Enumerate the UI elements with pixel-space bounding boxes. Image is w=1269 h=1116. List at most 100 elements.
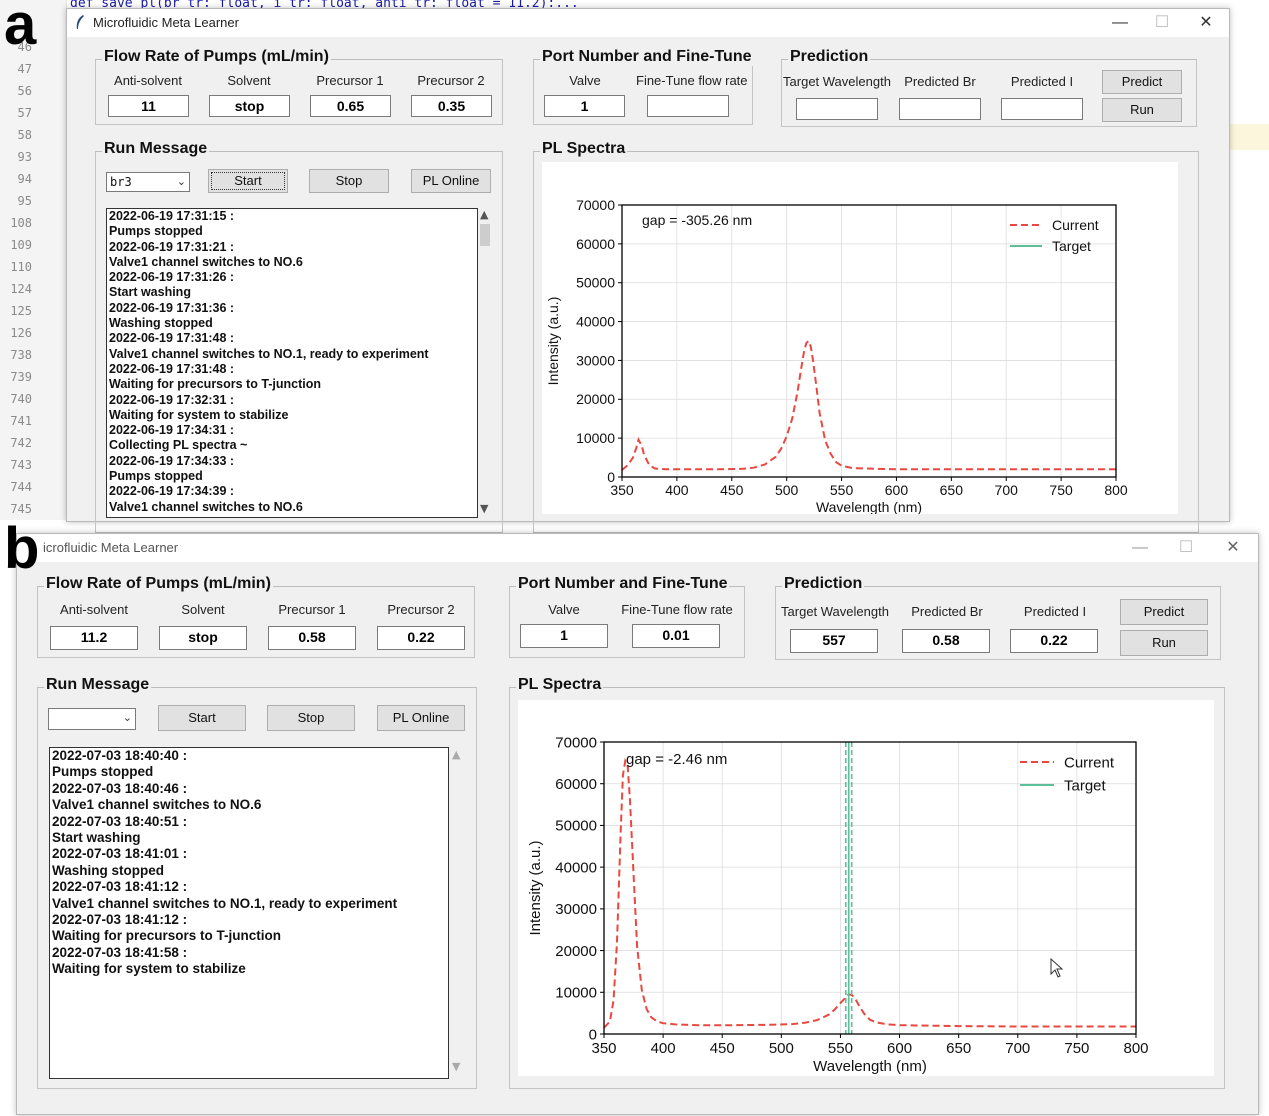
log-line: Washing stopped xyxy=(109,316,213,331)
predicted-br-field[interactable] xyxy=(899,98,981,120)
y-tick-label: 0 xyxy=(589,1026,597,1043)
log-line: 2022-06-19 17:34:39 : xyxy=(109,484,235,499)
plot-frame xyxy=(603,741,1137,1035)
maximize-button[interactable]: ☐ xyxy=(1154,14,1170,31)
close-button[interactable]: ✕ xyxy=(1199,14,1213,31)
scroll-down-icon[interactable]: ▼ xyxy=(480,502,489,515)
valve-field[interactable]: 1 xyxy=(544,95,625,117)
label-solvent: Solvent xyxy=(181,602,225,617)
fine-tune-field[interactable]: 0.01 xyxy=(632,624,720,648)
label-target-wavelength: Target Wavelength xyxy=(783,74,891,89)
solvent-field[interactable]: stop xyxy=(159,626,247,650)
y-tick-label: 70000 xyxy=(576,197,615,213)
log-line: Pumps stopped xyxy=(52,764,154,780)
ide-line-number: 108 xyxy=(10,216,32,230)
solvent-field[interactable]: stop xyxy=(209,95,290,117)
minimize-button[interactable]: — xyxy=(1132,539,1148,556)
log-line: 2022-06-19 17:32:31 : xyxy=(109,392,235,407)
series-current xyxy=(621,339,1116,471)
legend-label-current: Current xyxy=(1052,217,1099,233)
precursor-1-field[interactable]: 0.58 xyxy=(268,626,356,650)
minimize-button[interactable]: — xyxy=(1112,14,1128,31)
predicted-i-field[interactable] xyxy=(1001,98,1083,120)
run-log[interactable]: 2022-07-03 18:40:40 : Pumps stopped 2022-0… xyxy=(49,747,449,1079)
x-tick-label: 600 xyxy=(887,1040,912,1057)
gap-annotation: gap = -305.26 nm xyxy=(642,212,752,228)
flow-rate-group: Flow Rate of Pumps (mL/min) Anti-solvent… xyxy=(95,48,503,125)
feather-icon xyxy=(76,15,84,29)
y-axis-label: Intensity (a.u.) xyxy=(545,297,561,386)
start-button[interactable]: Start xyxy=(158,705,246,731)
y-tick-label: 30000 xyxy=(576,352,615,368)
series-current xyxy=(603,757,1136,1029)
scroll-down-icon[interactable]: ▼ xyxy=(452,1060,461,1073)
target-wavelength-field[interactable] xyxy=(796,98,878,120)
x-axis-label: Wavelength (nm) xyxy=(816,499,922,514)
anti-solvent-field[interactable]: 11.2 xyxy=(50,626,138,650)
x-tick-label: 550 xyxy=(830,482,854,498)
label-anti-solvent: Anti-solvent xyxy=(60,602,128,617)
legend-label-target: Target xyxy=(1064,777,1107,794)
y-tick-label: 50000 xyxy=(576,275,615,291)
fine-tune-field[interactable] xyxy=(647,95,729,117)
precursor-1-field[interactable]: 0.65 xyxy=(310,95,391,117)
window-title: Microfluidic Meta Learner xyxy=(93,15,239,30)
run-button[interactable]: Run xyxy=(1102,98,1182,122)
target-wavelength-field[interactable]: 557 xyxy=(790,629,878,653)
start-button[interactable]: Start xyxy=(208,169,288,193)
port-number-title: Port Number and Fine-Tune xyxy=(540,48,754,66)
pl-online-button[interactable]: PL Online xyxy=(377,705,465,731)
precursor-2-field[interactable]: 0.35 xyxy=(411,95,492,117)
predicted-i-field[interactable]: 0.22 xyxy=(1010,629,1098,653)
x-tick-label: 650 xyxy=(946,1040,971,1057)
log-line: 2022-06-19 17:34:31 : xyxy=(109,423,235,438)
legend-label-target: Target xyxy=(1052,238,1091,254)
valve-field[interactable]: 1 xyxy=(520,624,608,648)
predict-button[interactable]: Predict xyxy=(1102,70,1182,94)
y-tick-label: 60000 xyxy=(576,236,615,252)
flow-rate-title: Flow Rate of Pumps (mL/min) xyxy=(102,48,331,66)
label-valve: Valve xyxy=(548,602,580,617)
label-target-wavelength: Target Wavelength xyxy=(781,604,889,619)
prediction-title: Prediction xyxy=(782,575,865,593)
pl-spectra-chart: 350 400 450 500 550 600 650 700 750 800 0 10000 2000… xyxy=(545,197,1128,515)
stop-button[interactable]: Stop xyxy=(309,169,389,193)
log-line: 2022-07-03 18:41:01 : xyxy=(52,846,188,862)
ide-line-number: 47 xyxy=(17,62,32,76)
sample-select[interactable]: ⌄ xyxy=(48,708,136,730)
log-line: Pumps stopped xyxy=(109,469,203,484)
pl-spectra-chart: 350 400 450 500 550 600 650 700 750 800 0 10000 2000… xyxy=(527,734,1149,1075)
log-line: 2022-07-03 18:40:51 : xyxy=(52,813,188,829)
y-tick-label: 10000 xyxy=(555,985,597,1002)
scroll-up-icon[interactable]: ▲ xyxy=(452,748,461,761)
ide-line-number: 743 xyxy=(10,458,32,472)
predict-button[interactable]: Predict xyxy=(1120,599,1208,625)
log-line: 2022-07-03 18:40:40 : xyxy=(52,748,188,763)
precursor-2-field[interactable]: 0.22 xyxy=(377,626,465,650)
run-log[interactable]: 2022-06-19 17:31:15 : Pumps stopped 2022-0… xyxy=(106,208,478,518)
close-button[interactable]: ✕ xyxy=(1226,539,1240,556)
pl-online-button[interactable]: PL Online xyxy=(411,169,491,193)
ide-line-number: 744 xyxy=(10,480,32,494)
ide-line-number: 125 xyxy=(10,304,32,318)
predicted-br-field[interactable]: 0.58 xyxy=(902,629,990,653)
x-tick-label: 350 xyxy=(610,482,634,498)
anti-solvent-field[interactable]: 11 xyxy=(108,95,189,117)
maximize-button[interactable]: ☐ xyxy=(1178,539,1194,556)
x-tick-label: 800 xyxy=(1104,482,1128,498)
stop-button[interactable]: Stop xyxy=(267,705,355,731)
label-fine-tune: Fine-Tune flow rate xyxy=(621,602,733,617)
log-line: Pumps stopped xyxy=(109,224,203,239)
sample-select[interactable]: br3 ⌄ xyxy=(106,172,190,192)
plot-frame xyxy=(621,204,1117,478)
scrollbar-thumb[interactable] xyxy=(480,224,490,246)
ide-line-number: 740 xyxy=(10,392,32,406)
ide-line-number: 56 xyxy=(17,84,32,98)
ide-line-number: 110 xyxy=(10,260,32,274)
pl-spectra-group: PL Spectra 350 400 450 500 550 600 650 700 750 80… xyxy=(533,140,1199,533)
log-line: Valve1 channel switches to NO.1, ready t… xyxy=(109,346,429,361)
run-button[interactable]: Run xyxy=(1120,630,1208,656)
log-line: Valve1 channel switches to NO.6 xyxy=(52,797,262,813)
scroll-up-icon[interactable]: ▲ xyxy=(480,208,489,221)
y-tick-label: 30000 xyxy=(555,901,597,918)
